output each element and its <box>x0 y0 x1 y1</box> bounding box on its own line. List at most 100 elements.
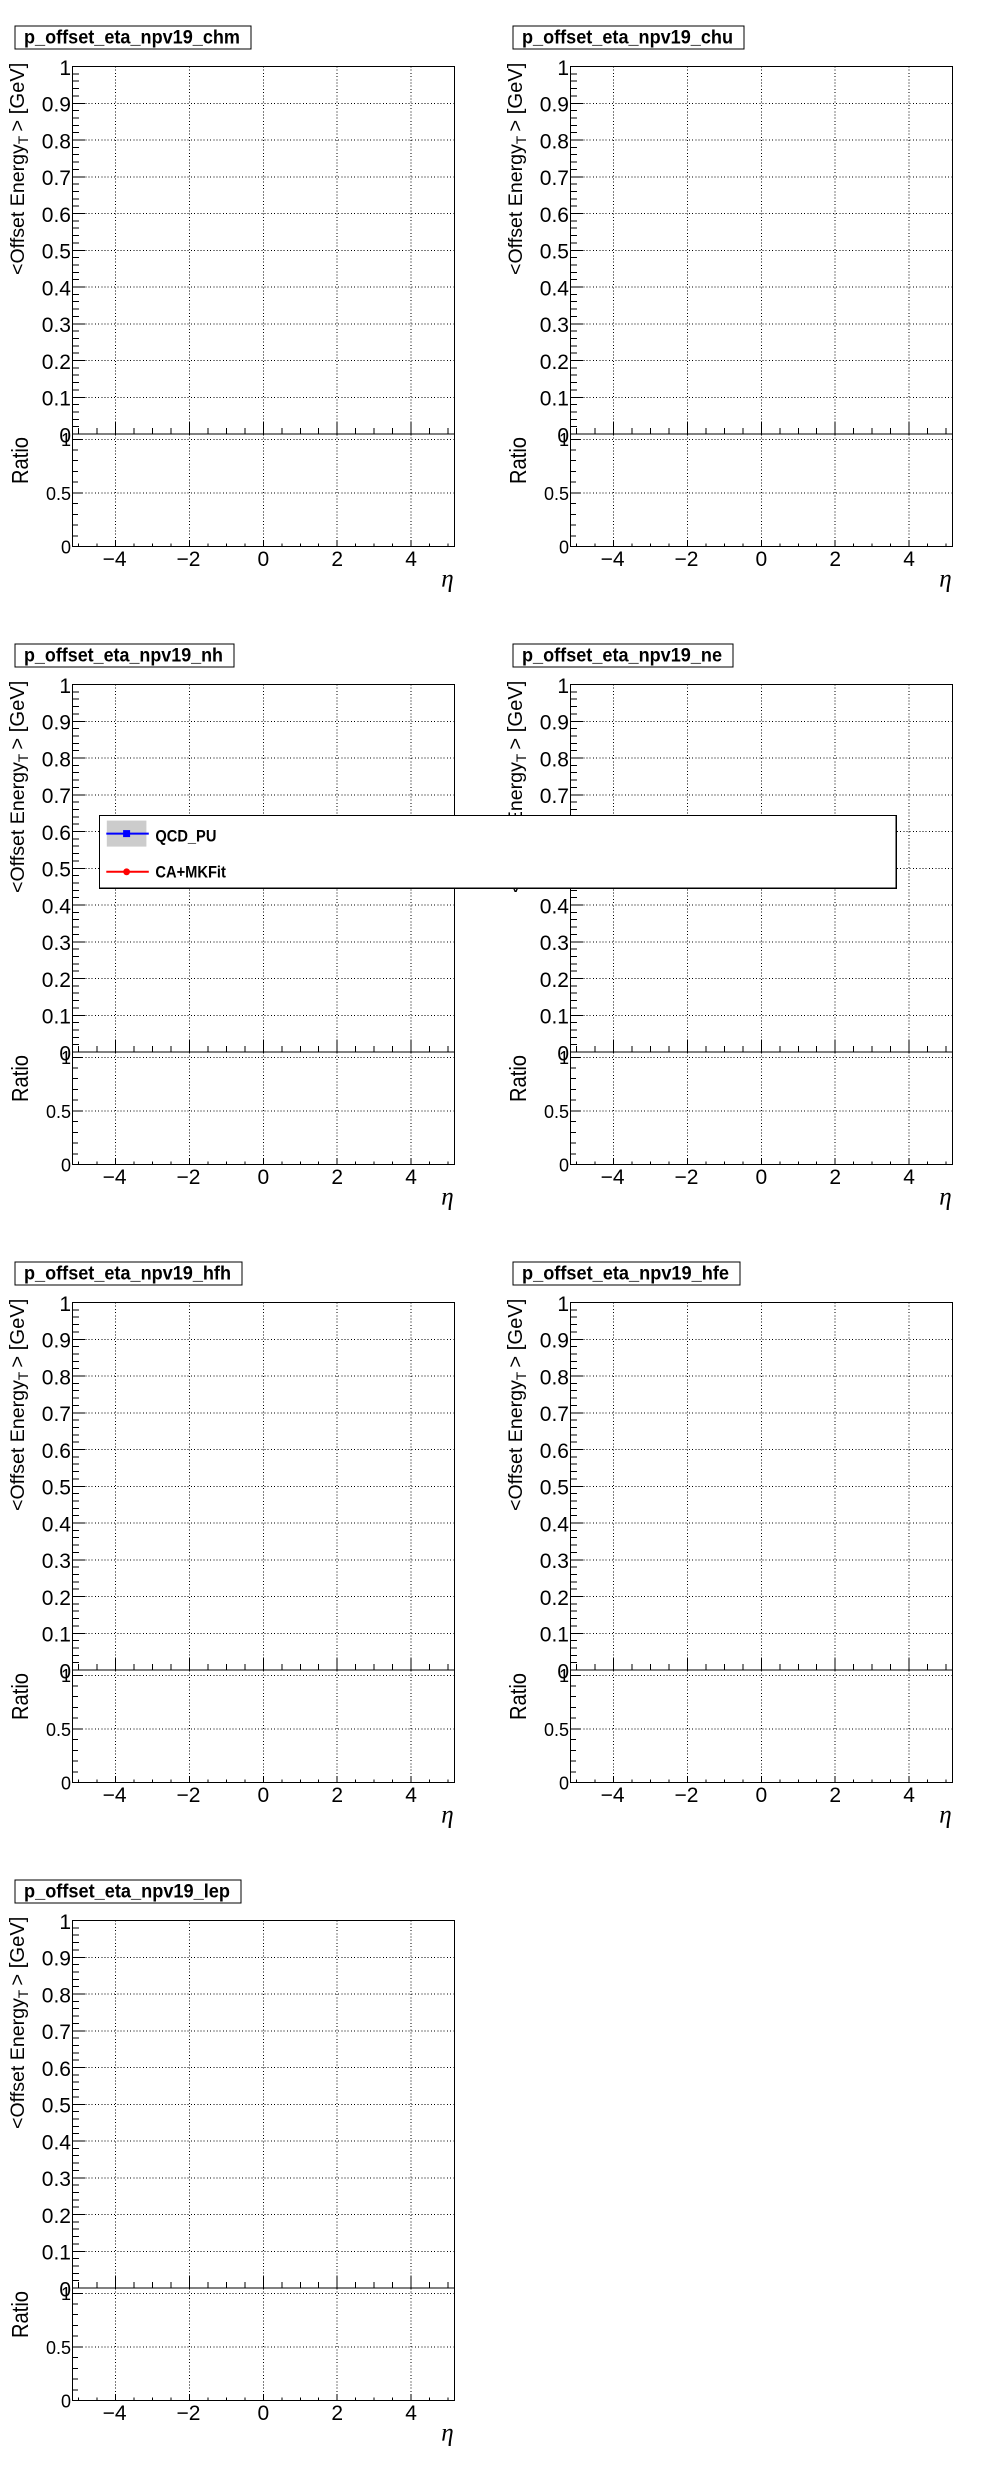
svg-text:0.5: 0.5 <box>46 484 71 504</box>
svg-text:0.5: 0.5 <box>46 1720 71 1740</box>
svg-text:0.9: 0.9 <box>42 1948 71 1971</box>
svg-text:0: 0 <box>61 1773 71 1793</box>
svg-text:η: η <box>441 1802 453 1829</box>
svg-text:0.6: 0.6 <box>42 822 71 845</box>
svg-text:η: η <box>939 1802 951 1829</box>
svg-text:4: 4 <box>405 1166 417 1189</box>
svg-text:0.9: 0.9 <box>540 94 569 117</box>
svg-text:0: 0 <box>61 537 71 557</box>
svg-text:0.5: 0.5 <box>540 241 569 264</box>
svg-text:0.2: 0.2 <box>540 969 569 992</box>
svg-text:1: 1 <box>61 1048 71 1068</box>
svg-text:0.8: 0.8 <box>42 748 71 771</box>
svg-text:0.5: 0.5 <box>544 484 569 504</box>
svg-text:Ratio: Ratio <box>7 2291 33 2338</box>
svg-text:0.1: 0.1 <box>42 1624 71 1647</box>
svg-text:0.4: 0.4 <box>540 895 570 918</box>
svg-text:0.5: 0.5 <box>42 241 71 264</box>
svg-text:0.9: 0.9 <box>540 1330 569 1353</box>
svg-text:0.1: 0.1 <box>540 1006 569 1029</box>
svg-text:4: 4 <box>903 548 915 571</box>
svg-text:4: 4 <box>903 1166 915 1189</box>
svg-text:−2: −2 <box>675 1784 699 1807</box>
svg-text:0: 0 <box>257 1166 269 1189</box>
svg-text:−4: −4 <box>601 548 625 571</box>
svg-text:1: 1 <box>61 2284 71 2304</box>
svg-text:0.4: 0.4 <box>540 1513 570 1536</box>
svg-text:0.5: 0.5 <box>46 1102 71 1122</box>
svg-text:0.1: 0.1 <box>42 2242 71 2265</box>
svg-text:Ratio: Ratio <box>505 437 531 484</box>
svg-text:2: 2 <box>331 548 343 571</box>
svg-text:−4: −4 <box>103 1166 127 1189</box>
svg-text:0.3: 0.3 <box>42 314 71 337</box>
svg-text:0.3: 0.3 <box>42 1550 71 1573</box>
svg-text:0: 0 <box>61 1155 71 1175</box>
svg-text:0: 0 <box>559 1773 569 1793</box>
svg-text:0: 0 <box>755 548 767 571</box>
svg-text:0.8: 0.8 <box>540 748 569 771</box>
svg-text:<Offset EnergyT > [GeV]: <Offset EnergyT > [GeV] <box>7 1299 31 1511</box>
svg-text:<Offset EnergyT > [GeV]: <Offset EnergyT > [GeV] <box>505 63 529 275</box>
svg-text:0: 0 <box>559 1155 569 1175</box>
svg-text:2: 2 <box>829 1166 841 1189</box>
svg-text:0.9: 0.9 <box>42 94 71 117</box>
svg-text:4: 4 <box>903 1784 915 1807</box>
svg-text:p_offset_eta_npv19_hfe: p_offset_eta_npv19_hfe <box>522 1263 729 1285</box>
svg-text:−2: −2 <box>177 2402 201 2425</box>
svg-text:1: 1 <box>59 1911 71 1934</box>
svg-text:2: 2 <box>331 2402 343 2425</box>
svg-text:0.3: 0.3 <box>42 2168 71 2191</box>
svg-text:<Offset EnergyT > [GeV]: <Offset EnergyT > [GeV] <box>505 1299 529 1511</box>
svg-text:0.2: 0.2 <box>42 2205 71 2228</box>
svg-text:0.5: 0.5 <box>42 1477 71 1500</box>
svg-text:0.9: 0.9 <box>42 712 71 735</box>
svg-text:0.8: 0.8 <box>42 1366 71 1389</box>
svg-text:Ratio: Ratio <box>7 1673 33 1720</box>
svg-text:0.6: 0.6 <box>540 204 569 227</box>
svg-text:0.2: 0.2 <box>42 1587 71 1610</box>
svg-text:p_offset_eta_npv19_nh: p_offset_eta_npv19_nh <box>24 645 223 667</box>
svg-text:η: η <box>441 1184 453 1211</box>
svg-text:1: 1 <box>59 1293 71 1316</box>
svg-text:0.4: 0.4 <box>42 895 72 918</box>
svg-text:0.5: 0.5 <box>46 2338 71 2358</box>
svg-text:0.1: 0.1 <box>540 388 569 411</box>
svg-text:0: 0 <box>59 2278 71 2301</box>
svg-text:0.4: 0.4 <box>42 277 72 300</box>
svg-text:0.7: 0.7 <box>540 167 569 190</box>
svg-text:0.5: 0.5 <box>544 1102 569 1122</box>
svg-text:0.3: 0.3 <box>540 314 569 337</box>
svg-text:2: 2 <box>829 548 841 571</box>
svg-text:p_offset_eta_npv19_ne: p_offset_eta_npv19_ne <box>522 645 722 667</box>
svg-text:0.8: 0.8 <box>42 1984 71 2007</box>
svg-text:2: 2 <box>829 1784 841 1807</box>
svg-text:CA+MKFit: CA+MKFit <box>155 864 226 882</box>
svg-text:0: 0 <box>559 537 569 557</box>
svg-text:0.6: 0.6 <box>540 1440 569 1463</box>
svg-text:1: 1 <box>59 57 71 80</box>
svg-text:0: 0 <box>61 2391 71 2411</box>
svg-text:2: 2 <box>331 1166 343 1189</box>
svg-text:0: 0 <box>257 1784 269 1807</box>
svg-text:0.2: 0.2 <box>540 1587 569 1610</box>
svg-text:0: 0 <box>59 1042 71 1065</box>
svg-text:−4: −4 <box>601 1166 625 1189</box>
svg-text:0.7: 0.7 <box>42 1403 71 1426</box>
svg-text:0: 0 <box>755 1166 767 1189</box>
svg-text:0.7: 0.7 <box>42 785 71 808</box>
svg-text:−4: −4 <box>103 1784 127 1807</box>
svg-text:0.8: 0.8 <box>42 130 71 153</box>
svg-text:p_offset_eta_npv19_chu: p_offset_eta_npv19_chu <box>522 27 733 49</box>
svg-text:0.2: 0.2 <box>42 351 71 374</box>
svg-text:0: 0 <box>59 1660 71 1683</box>
svg-text:Ratio: Ratio <box>7 1055 33 1102</box>
svg-text:QCD_PU: QCD_PU <box>155 828 216 846</box>
svg-text:0.3: 0.3 <box>540 932 569 955</box>
svg-text:−2: −2 <box>675 548 699 571</box>
svg-text:0: 0 <box>557 1660 569 1683</box>
svg-text:−4: −4 <box>601 1784 625 1807</box>
svg-text:0.5: 0.5 <box>42 2095 71 2118</box>
svg-text:0: 0 <box>59 424 71 447</box>
svg-text:1: 1 <box>557 675 569 698</box>
